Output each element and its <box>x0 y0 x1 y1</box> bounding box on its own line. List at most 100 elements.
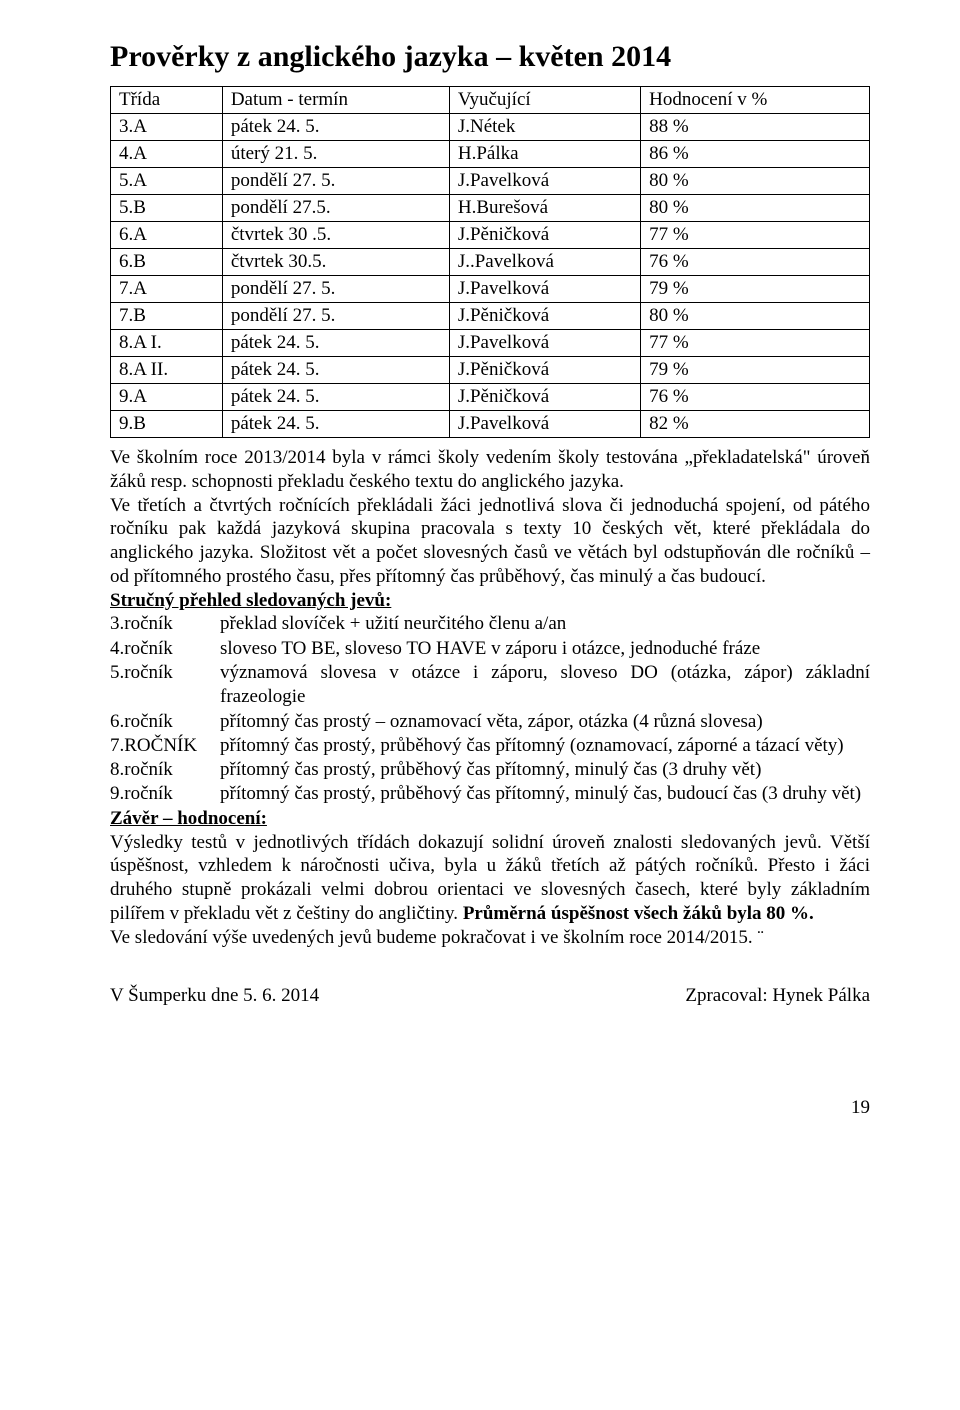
cell: pátek 24. 5. <box>222 384 449 411</box>
cell: 5.A <box>111 168 223 195</box>
overview-row: 4.ročníksloveso TO BE, sloveso TO HAVE v… <box>110 637 870 661</box>
overview-label: 9.ročník <box>110 782 220 806</box>
cell: 82 % <box>641 411 870 438</box>
cell: 8.A I. <box>111 330 223 357</box>
cell: 80 % <box>641 168 870 195</box>
col-header: Vyučující <box>449 87 640 114</box>
cell: pondělí 27.5. <box>222 195 449 222</box>
conclusion-average: Průměrná úspěšnost všech žáků byla 80 %. <box>463 903 814 924</box>
conclusion-heading: Závěr – hodnocení: <box>110 807 870 831</box>
cell: H.Pálka <box>449 141 640 168</box>
cell: pondělí 27. 5. <box>222 303 449 330</box>
cell: pondělí 27. 5. <box>222 168 449 195</box>
cell: pondělí 27. 5. <box>222 276 449 303</box>
overview-text: přítomný čas prostý, průběhový čas příto… <box>220 758 870 782</box>
table-row: 4.Aúterý 21. 5.H.Pálka86 % <box>111 141 870 168</box>
overview-text: přítomný čas prostý – oznamovací věta, z… <box>220 710 870 734</box>
cell: 80 % <box>641 195 870 222</box>
overview-label: 5.ročník <box>110 661 220 710</box>
cell: J.Nétek <box>449 114 640 141</box>
cell: J.Pěničková <box>449 303 640 330</box>
cell: 4.A <box>111 141 223 168</box>
page-number: 19 <box>110 1097 870 1119</box>
cell: pátek 24. 5. <box>222 330 449 357</box>
table-header-row: Třída Datum - termín Vyučující Hodnocení… <box>111 87 870 114</box>
cell: čtvrtek 30.5. <box>222 249 449 276</box>
overview-row: 3.ročníkpřeklad slovíček + užití neurčit… <box>110 612 870 636</box>
col-header: Datum - termín <box>222 87 449 114</box>
page-title: Prověrky z anglického jazyka – květen 20… <box>110 40 870 74</box>
overview-row: 6.ročníkpřítomný čas prostý – oznamovací… <box>110 710 870 734</box>
conclusion-para: Výsledky testů v jednotlivých třídách do… <box>110 831 870 926</box>
overview-row: 8.ročníkpřítomný čas prostý, průběhový č… <box>110 758 870 782</box>
table-row: 3.Apátek 24. 5.J.Nétek88 % <box>111 114 870 141</box>
cell: 6.A <box>111 222 223 249</box>
paragraph-2: Ve třetích a čtvrtých ročnících překláda… <box>110 494 870 589</box>
table-row: 9.Bpátek 24. 5.J.Pavelková82 % <box>111 411 870 438</box>
cell: 88 % <box>641 114 870 141</box>
table-row: 8.A I.pátek 24. 5.J.Pavelková77 % <box>111 330 870 357</box>
cell: 80 % <box>641 303 870 330</box>
cell: 9.A <box>111 384 223 411</box>
table-row: 6.Bčtvrtek 30.5.J..Pavelková76 % <box>111 249 870 276</box>
overview-list: 3.ročníkpřeklad slovíček + užití neurčit… <box>110 612 870 807</box>
table-row: 7.Bpondělí 27. 5.J.Pěničková80 % <box>111 303 870 330</box>
cell: 76 % <box>641 249 870 276</box>
cell: 77 % <box>641 222 870 249</box>
cell: 7.B <box>111 303 223 330</box>
overview-text: přítomný čas prostý, průběhový čas příto… <box>220 782 870 806</box>
table-row: 5.Bpondělí 27.5.H.Burešová80 % <box>111 195 870 222</box>
col-header: Třída <box>111 87 223 114</box>
table-row: 5.Apondělí 27. 5.J.Pavelková80 % <box>111 168 870 195</box>
cell: pátek 24. 5. <box>222 411 449 438</box>
conclusion-text-2: Ve sledování výše uvedených jevů budeme … <box>110 926 870 950</box>
table-row: 9.Apátek 24. 5.J.Pěničková76 % <box>111 384 870 411</box>
overview-row: 5.ročníkvýznamová slovesa v otázce i záp… <box>110 661 870 710</box>
cell: 7.A <box>111 276 223 303</box>
cell: pátek 24. 5. <box>222 114 449 141</box>
overview-text: překlad slovíček + užití neurčitého člen… <box>220 612 870 636</box>
overview-text: významová slovesa v otázce i záporu, slo… <box>220 661 870 710</box>
cell: J..Pavelková <box>449 249 640 276</box>
overview-label: 7.ROČNÍK <box>110 734 220 758</box>
overview-label: 8.ročník <box>110 758 220 782</box>
cell: J.Pěničková <box>449 384 640 411</box>
results-table: Třída Datum - termín Vyučující Hodnocení… <box>110 86 870 438</box>
cell: J.Pěničková <box>449 222 640 249</box>
table-row: 8.A II.pátek 24. 5.J.Pěničková79 % <box>111 357 870 384</box>
overview-text: sloveso TO BE, sloveso TO HAVE v záporu … <box>220 637 870 661</box>
cell: 77 % <box>641 330 870 357</box>
cell: J.Pěničková <box>449 357 640 384</box>
cell: 5.B <box>111 195 223 222</box>
overview-heading: Stručný přehled sledovaných jevů: <box>110 589 870 613</box>
col-header: Hodnocení v % <box>641 87 870 114</box>
footer-author: Zpracoval: Hynek Pálka <box>685 985 870 1007</box>
overview-row: 7.ROČNÍKpřítomný čas prostý, průběhový č… <box>110 734 870 758</box>
cell: 3.A <box>111 114 223 141</box>
overview-row: 9.ročníkpřítomný čas prostý, průběhový č… <box>110 782 870 806</box>
cell: čtvrtek 30 .5. <box>222 222 449 249</box>
footer-date: V Šumperku dne 5. 6. 2014 <box>110 985 319 1007</box>
page: Prověrky z anglického jazyka – květen 20… <box>0 0 960 1159</box>
cell: 79 % <box>641 357 870 384</box>
overview-label: 6.ročník <box>110 710 220 734</box>
cell: 6.B <box>111 249 223 276</box>
cell: J.Pavelková <box>449 411 640 438</box>
cell: H.Burešová <box>449 195 640 222</box>
cell: úterý 21. 5. <box>222 141 449 168</box>
cell: 76 % <box>641 384 870 411</box>
cell: 8.A II. <box>111 357 223 384</box>
overview-label: 3.ročník <box>110 612 220 636</box>
overview-text: přítomný čas prostý, průběhový čas příto… <box>220 734 870 758</box>
cell: 9.B <box>111 411 223 438</box>
table-row: 7.Apondělí 27. 5.J.Pavelková79 % <box>111 276 870 303</box>
footer: V Šumperku dne 5. 6. 2014 Zpracoval: Hyn… <box>110 985 870 1007</box>
cell: J.Pavelková <box>449 276 640 303</box>
cell: pátek 24. 5. <box>222 357 449 384</box>
cell: J.Pavelková <box>449 330 640 357</box>
paragraph-1: Ve školním roce 2013/2014 byla v rámci š… <box>110 446 870 494</box>
cell: J.Pavelková <box>449 168 640 195</box>
cell: 79 % <box>641 276 870 303</box>
table-row: 6.Ačtvrtek 30 .5.J.Pěničková77 % <box>111 222 870 249</box>
cell: 86 % <box>641 141 870 168</box>
